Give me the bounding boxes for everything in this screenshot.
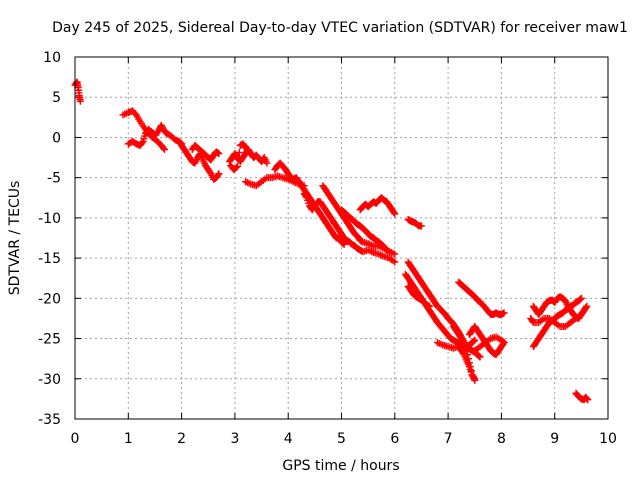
data-point (417, 222, 425, 230)
data-point (161, 146, 169, 154)
data-point (263, 159, 271, 167)
data-point (340, 240, 348, 248)
data-point (583, 395, 591, 403)
data-point (475, 352, 483, 360)
data-point (215, 150, 223, 158)
data-point (425, 302, 433, 310)
data-points (71, 78, 592, 404)
y-tick-label: -20 (38, 291, 61, 307)
x-tick-label: 0 (71, 431, 80, 447)
y-tick-label: -10 (38, 211, 61, 227)
y-tick-label: -30 (38, 372, 61, 388)
data-point (391, 258, 399, 266)
data-point (391, 250, 399, 258)
data-point (215, 170, 223, 178)
x-tick-label: 9 (550, 431, 559, 447)
x-axis-label: GPS time / hours (282, 458, 399, 474)
data-point (138, 139, 146, 147)
x-tick-label: 5 (337, 431, 346, 447)
data-point (582, 304, 590, 312)
y-tick-label: -25 (38, 332, 61, 348)
x-tick-label: 4 (284, 431, 293, 447)
data-point (471, 336, 479, 344)
y-tick-label: 5 (52, 90, 61, 106)
data-point (391, 210, 399, 218)
chart-title: Day 245 of 2025, Sidereal Day-to-day VTE… (52, 20, 628, 36)
x-tick-label: 8 (497, 431, 506, 447)
data-point (383, 246, 391, 254)
data-point (76, 97, 84, 105)
data-point (584, 396, 592, 404)
data-point (235, 148, 243, 156)
x-tick-label: 3 (230, 431, 239, 447)
data-point (499, 338, 507, 346)
y-tick-label: -5 (47, 171, 61, 187)
data-point (583, 302, 591, 310)
data-point (214, 171, 222, 179)
x-tick-label: 1 (124, 431, 133, 447)
x-tick-labels: 0 1 2 3 4 5 6 7 8 9 10 (71, 431, 617, 447)
data-point (339, 240, 347, 248)
x-tick-label: 10 (599, 431, 617, 447)
data-point (471, 376, 479, 384)
plot-frame (74, 56, 609, 420)
data-point (577, 294, 585, 302)
y-tick-label: 0 (52, 130, 61, 146)
data-point (576, 295, 584, 303)
y-tick-label: -35 (38, 412, 61, 428)
y-tick-label: -15 (38, 251, 61, 267)
data-point (470, 337, 478, 345)
data-point (476, 353, 484, 361)
data-point (159, 144, 167, 152)
data-point (302, 192, 310, 200)
x-tick-label: 6 (390, 431, 399, 447)
y-tick-label: 10 (43, 50, 61, 66)
data-point (234, 162, 242, 170)
data-point (500, 309, 508, 317)
x-tick-label: 7 (444, 431, 453, 447)
x-tick-label: 2 (177, 431, 186, 447)
data-point (500, 339, 508, 347)
y-tick-labels: 10 5 0 -5 -10 -15 -20 -25 -30 -35 (38, 50, 61, 428)
data-point (243, 146, 251, 154)
data-point (244, 148, 252, 156)
data-point (390, 209, 398, 217)
data-point (232, 163, 240, 171)
data-point (382, 245, 390, 253)
y-axis-label: SDTVAR / TECUs (7, 181, 23, 296)
data-point (582, 394, 590, 402)
data-point (234, 155, 242, 163)
